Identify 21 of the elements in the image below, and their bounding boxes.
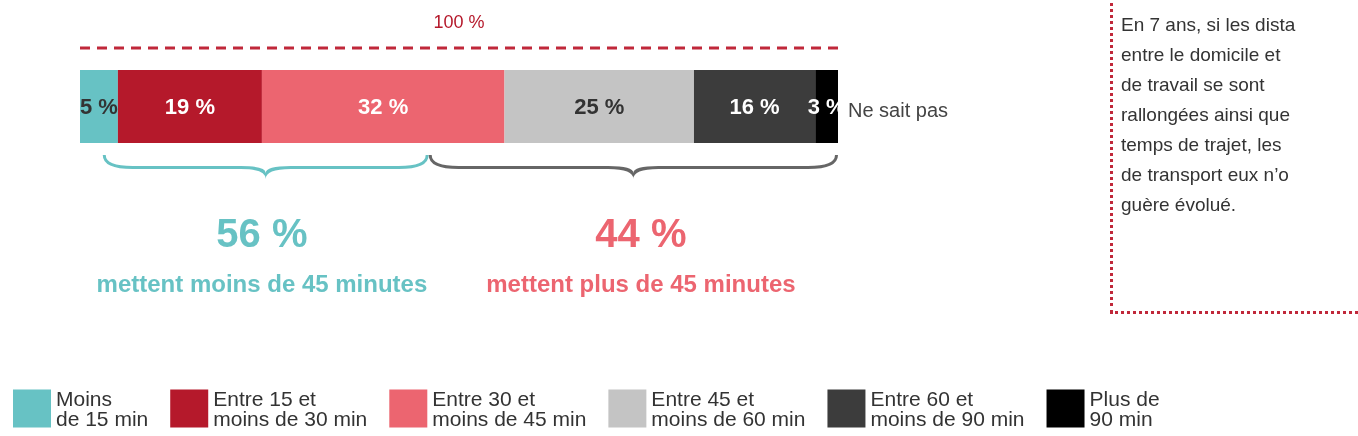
text: 100 %: [433, 12, 485, 32]
data-label: 5 %: [79, 94, 118, 119]
legend-label: Entre 30 et moins de 45 min: [432, 387, 587, 430]
legend-label: Plus de 90 min: [1089, 387, 1160, 430]
data-label: 19 %: [164, 94, 215, 119]
legend-label: Moins de 15 min: [56, 387, 149, 430]
data-label: 16 %: [729, 94, 780, 119]
legend-label: Entre 15 et moins de 30 min: [213, 387, 368, 430]
text: mettent moins de 45 minutes: [96, 269, 428, 297]
text: 44 %: [595, 211, 687, 255]
bar: [504, 70, 694, 143]
bar: [117, 70, 262, 143]
legend-label: Entre 45 et moins de 60 min: [651, 387, 806, 430]
text: mettent plus de 45 minutes: [486, 269, 796, 297]
text: 56 %: [216, 211, 308, 255]
bar: [261, 70, 505, 143]
legend-label: Entre 60 et moins de 90 min: [870, 387, 1025, 430]
data-label: 25 %: [574, 94, 625, 119]
data-label: 32 %: [358, 94, 409, 119]
text: En 7 ans, si les dista entre le domicile et de travail se sont rallongées ainsi que temps de trajet, les de transport eux n’o guère évolué.: [1110, 0, 1358, 314]
text: Ne sait pas: [848, 99, 949, 121]
